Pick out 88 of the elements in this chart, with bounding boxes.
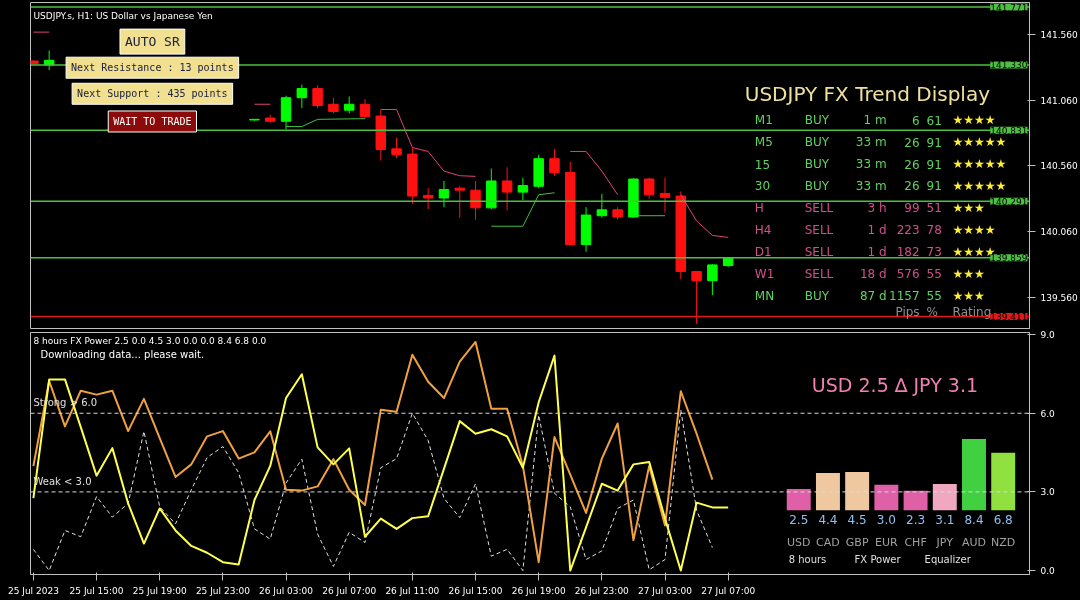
candlestick [312,84,323,109]
x-tick-label: JPY [935,535,954,549]
y-tick-label: 141.560 [1040,30,1078,41]
candlestick [707,263,718,296]
x-tick-label: 25 Jul 19:00 [132,585,187,596]
candlestick [549,148,560,177]
ref-line-label: 140.831 [990,125,1028,136]
y-tick-label: 6.0 [1040,408,1056,419]
candlestick [391,137,402,159]
bar [962,439,986,511]
candlestick [296,84,308,109]
data-label: 6.8 [993,513,1013,528]
annotation: Next Resistance : 13 points [71,62,234,74]
annotation: 8 hours [788,554,827,566]
annotation: WAIT TO TRADE [113,115,192,127]
annotation: FX Power [854,554,902,566]
x-tick-label: 25 Jul 23:00 [195,585,251,596]
annotation: Equalizer [924,554,972,566]
x-tick-label: CHF [904,535,927,549]
x-tick-label: 27 Jul 03:00 [638,585,693,596]
x-tick-label: 26 Jul 15:00 [448,585,503,596]
x-tick-label: EUR [875,535,899,549]
ref-line-label: 141.330 [990,60,1028,71]
annotation: AUTO SR [124,34,180,50]
x-tick-label: 26 Jul 07:00 [322,585,377,596]
ref-line-label: 139.411 [990,312,1028,323]
candlestick [659,177,671,213]
bar [845,472,870,511]
x-tick-label: NZD [991,535,1016,549]
bar [903,490,928,511]
x-tick-label: 26 Jul 19:00 [511,585,566,596]
x-tick-label: 25 Jul 2023 [7,585,59,596]
x-tick-label: AUD [961,535,987,549]
candlestick [470,180,481,221]
x-tick-label: 26 Jul 03:00 [259,585,314,596]
data-label: 4.5 [847,513,867,528]
x-tick-label: GBP [845,535,869,549]
y-tick-label: 0.0 [1040,566,1056,577]
candlestick [438,180,450,208]
y-tick-label: 139.560 [1040,292,1078,303]
x-tick-label: USD [786,535,811,549]
data-label: 3.1 [935,513,955,528]
text: H4 SELL 1 d 223 78 ★★★★ [754,222,996,238]
ref-line-label: 141.771 [990,2,1028,13]
text: USDJPY.s, H1: US Dollar vs Japanese Yen [33,10,213,21]
candlestick [422,187,434,210]
candlestick [517,177,529,201]
candlestick [691,270,702,325]
y-tick-label: 141.060 [1040,95,1078,106]
text: Pips % Rating [895,304,992,319]
text: MN BUY 87 d 1157 55 ★★★ [754,288,985,304]
ref-line-label: 139.859 [990,253,1028,264]
x-tick-label: 27 Jul 07:00 [701,585,756,596]
chart-title: USD 2.5 ∆ JPY 3.1 [811,373,979,396]
data-label: 2.5 [789,513,809,528]
text: USDJPY FX Trend Display [744,81,991,106]
annotation: Next Support : 435 points [77,88,228,100]
ref-line-label: 140.291 [990,196,1028,207]
bar [932,483,957,511]
text: W1 SELL 18 d 576 55 ★★★ [754,266,985,282]
candlestick [596,193,608,219]
x-tick-label: 26 Jul 23:00 [574,585,630,596]
text: 30 BUY 33 m 26 91 ★★★★★ [754,178,1007,194]
x-tick-label: CAD [816,535,840,549]
candlestick [501,166,513,211]
candlestick [454,185,465,219]
text: H SELL 3 h 99 51 ★★★ [754,200,985,216]
x-tick-label: 25 Jul 15:00 [69,585,124,596]
bar [991,452,1016,511]
bar [874,484,899,511]
candlestick [359,98,371,120]
bar [786,489,811,511]
text: 15 BUY 33 m 26 91 ★★★★★ [754,157,1007,172]
chart-title: 8 hours FX Power 2.5 0.0 4.5 3.0 0.0 0.0 8.4 6.8 0.0 [33,336,267,347]
data-label: 4.4 [818,513,838,528]
y-tick-label: 9.0 [1040,330,1056,341]
text: M5 BUY 33 m 26 91 ★★★★★ [754,135,1007,150]
data-label: 3.0 [876,513,896,528]
text: M1 BUY 1 m 6 61 ★★★★ [754,113,996,128]
y-tick-label: 140.560 [1040,161,1078,172]
bar [815,472,840,511]
y-tick-label: 140.060 [1040,226,1078,237]
candlestick [280,95,292,130]
annotation: Downloading data... please wait. [40,349,205,361]
y-tick-label: 3.0 [1040,487,1056,498]
data-label: 2.3 [906,513,926,528]
x-tick-label: 26 Jul 11:00 [385,585,440,596]
data-label: 8.4 [964,513,984,528]
